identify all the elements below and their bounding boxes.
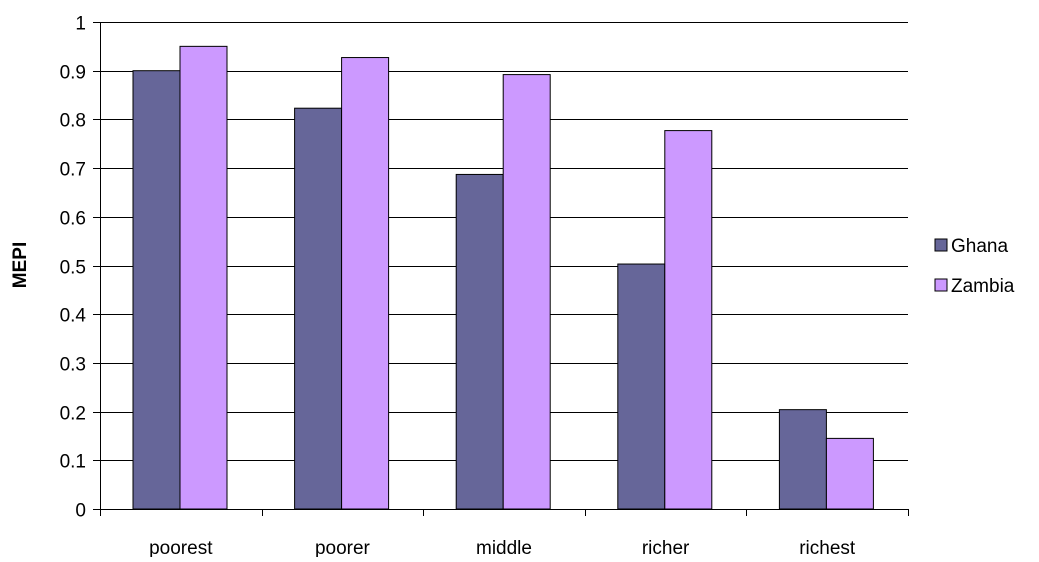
bars xyxy=(132,45,874,510)
y-tick-label: 0.1 xyxy=(60,452,86,473)
x-category-labels: poorest poorer middle richer richest xyxy=(149,538,856,559)
y-tick-label: 0.9 xyxy=(60,63,86,84)
y-tick-label: 0 xyxy=(75,501,86,522)
y-tick-label: 0.2 xyxy=(60,404,86,425)
bar-zambia-poorer xyxy=(341,57,390,510)
bar-ghana-middle xyxy=(455,173,504,510)
bar-zambia-middle xyxy=(502,74,551,510)
legend-label: Ghana xyxy=(951,236,1008,257)
y-tick-label: 0.3 xyxy=(60,355,86,376)
bar-zambia-richer xyxy=(664,130,713,510)
x-category-label: middle xyxy=(476,538,532,557)
x-category-label: richer xyxy=(642,538,690,557)
y-tick-label: 1 xyxy=(75,14,86,35)
y-axis-title: MEPI xyxy=(10,242,31,288)
y-tick-labels: 0 0.1 0.2 0.3 0.4 0.5 0.6 0.7 0.8 0.9 1 xyxy=(60,14,87,522)
legend-swatch xyxy=(934,278,948,292)
bar-zambia-richest xyxy=(825,437,874,510)
y-tick-label: 0.5 xyxy=(60,258,86,279)
legend-label: Zambia xyxy=(951,276,1015,297)
legend: Ghana Zambia xyxy=(934,236,1015,297)
y-tick-label: 0.6 xyxy=(60,209,86,230)
bar-ghana-richer xyxy=(617,263,666,510)
y-tick-label: 0.4 xyxy=(60,306,87,327)
axes xyxy=(93,22,909,516)
x-category-label: richest xyxy=(799,538,856,557)
x-category-label: poorer xyxy=(315,538,371,557)
y-tick-label: 0.8 xyxy=(60,111,86,132)
bar-ghana-richest xyxy=(778,409,827,510)
legend-swatch xyxy=(934,238,948,252)
y-tick-label: 0.7 xyxy=(60,160,86,181)
bar-zambia-poorest xyxy=(179,45,228,510)
x-category-label: poorest xyxy=(149,538,213,557)
bar-ghana-poorest xyxy=(132,70,181,510)
bar-ghana-poorer xyxy=(294,107,343,510)
